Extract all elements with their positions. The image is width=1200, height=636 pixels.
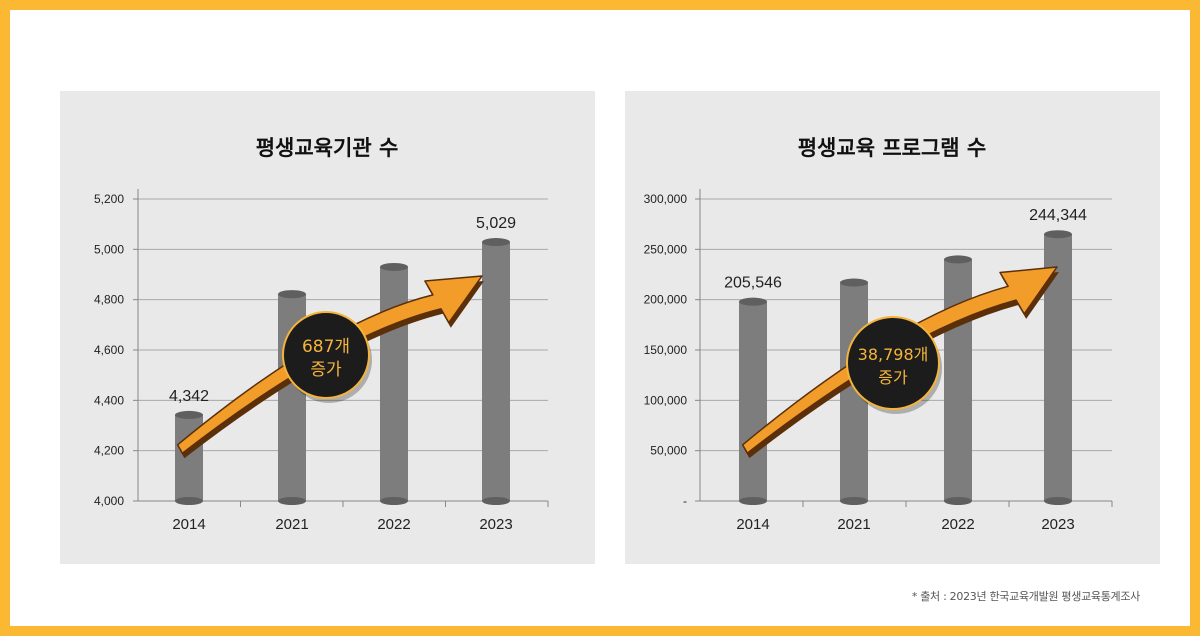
chart-panel-institutions: 평생교육기관 수 4,000 4,200 4,400 4,600 4,800 5,000 5,… [60, 91, 595, 564]
y-tick-label: - [683, 494, 687, 508]
y-tick-label: 4,000 [94, 494, 124, 508]
chart-panel-programs: 평생교육 프로그램 수 - 50,000 100,000 150,000 200,000 2… [625, 91, 1160, 564]
bar-2023 [482, 238, 510, 505]
bar-cap [278, 290, 306, 299]
bar-2014 [175, 410, 203, 505]
y-tick-label: 150,000 [644, 343, 688, 357]
y-tick-label: 300,000 [644, 192, 688, 206]
y-tick-label: 50,000 [650, 444, 687, 458]
growth-arrow-shape [176, 275, 483, 454]
y-tick-label: 4,800 [94, 293, 124, 307]
bar-body [482, 242, 510, 501]
bar-body [739, 301, 767, 501]
y-tick-label: 5,000 [94, 242, 124, 256]
x-tick-label: 2014 [172, 516, 205, 533]
growth-arrow [176, 275, 484, 459]
data-label: 205,546 [724, 275, 782, 292]
bar-2014 [739, 297, 767, 505]
data-label: 4,342 [169, 388, 209, 405]
bar-base [944, 497, 972, 505]
bar-cap [739, 297, 767, 306]
y-tick-label: 100,000 [644, 393, 688, 407]
bar-cap [482, 238, 510, 247]
badge-line2: 증가 [878, 368, 908, 387]
bar-body [944, 259, 972, 501]
bar-2022 [380, 262, 408, 505]
chart-title: 평생교육기관 수 [256, 136, 399, 160]
bar-base [278, 497, 306, 505]
bar-cap [840, 278, 868, 287]
bar-base [380, 497, 408, 505]
bar-cap [1044, 230, 1072, 239]
chart-programs: 평생교육 프로그램 수 - 50,000 100,000 150,000 200,000 2… [644, 136, 1113, 533]
data-label: 244,344 [1029, 207, 1087, 224]
y-tick-label: 4,200 [94, 444, 124, 458]
chart-title: 평생교육 프로그램 수 [798, 136, 987, 160]
y-tick-label: 4,600 [94, 343, 124, 357]
bar-base [175, 497, 203, 505]
badge-circle [282, 311, 370, 399]
data-label: 5,029 [476, 215, 516, 232]
x-tick-label: 2023 [1041, 516, 1074, 533]
badge-line1: 687개 [302, 337, 350, 357]
badge-line1: 38,798개 [858, 345, 929, 364]
bar-base [1044, 497, 1072, 505]
x-tick-label: 2022 [377, 516, 410, 533]
x-tick-label: 2023 [479, 516, 512, 533]
y-tick-label: 4,400 [94, 393, 124, 407]
x-tick-label: 2014 [736, 516, 769, 533]
chart-institutions: 평생교육기관 수 4,000 4,200 4,400 4,600 4,800 5,000 5,… [94, 136, 549, 533]
x-tick-label: 2022 [941, 516, 974, 533]
bar-cap [380, 262, 408, 271]
bar-2022 [944, 255, 972, 505]
x-tick-label: 2021 [275, 516, 308, 533]
bar-base [482, 497, 510, 505]
y-tick-label: 5,200 [94, 192, 124, 206]
x-tick-label: 2021 [837, 516, 870, 533]
bar-base [840, 497, 868, 505]
bar-cap [175, 410, 203, 419]
badge-line2: 증가 [310, 360, 342, 380]
badge-circle [846, 316, 940, 410]
y-tick-label: 250,000 [644, 242, 688, 256]
y-tick-label: 200,000 [644, 293, 688, 307]
source-note: * 출처 : 2023년 한국교육개발원 평생교육통계조사 [911, 590, 1140, 603]
bar-body [380, 266, 408, 501]
bar-base [739, 497, 767, 505]
bar-cap [944, 255, 972, 264]
